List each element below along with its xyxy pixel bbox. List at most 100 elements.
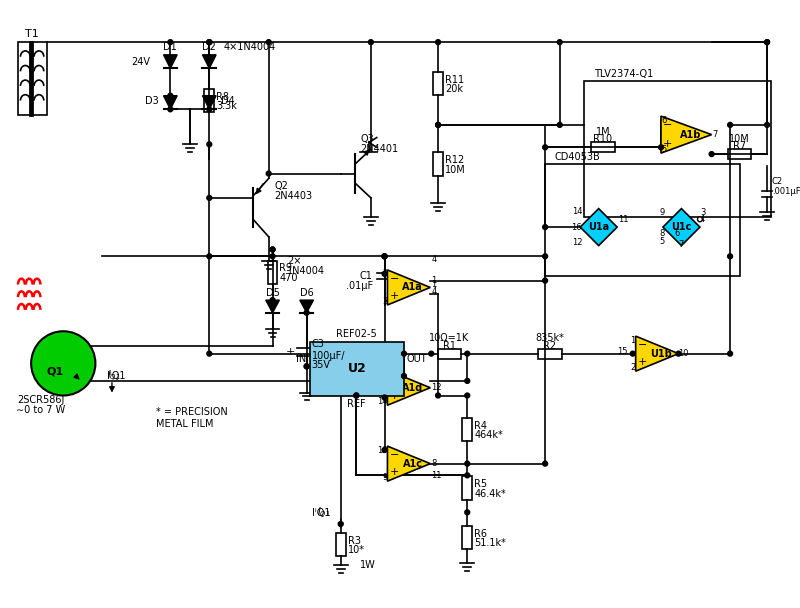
Circle shape (382, 447, 387, 452)
Text: 8: 8 (431, 459, 437, 468)
Text: ∼0 to 7 W: ∼0 to 7 W (16, 405, 66, 415)
Text: 3.3k: 3.3k (216, 102, 237, 111)
Circle shape (354, 393, 358, 398)
Text: D1: D1 (163, 42, 178, 52)
Text: −: − (390, 274, 399, 284)
Text: IⁱQ1: IⁱQ1 (313, 508, 331, 518)
Text: 10*: 10* (347, 545, 365, 555)
Circle shape (304, 364, 309, 368)
Circle shape (436, 40, 441, 44)
Bar (538, 349, 562, 359)
Circle shape (465, 473, 470, 478)
Text: 7: 7 (678, 240, 684, 249)
Text: 2SCR586J: 2SCR586J (17, 395, 65, 406)
Text: +: + (390, 392, 399, 401)
Circle shape (465, 351, 470, 356)
Circle shape (402, 351, 406, 356)
Text: 12: 12 (431, 383, 442, 392)
Circle shape (465, 393, 470, 398)
Text: 10: 10 (377, 446, 387, 455)
Circle shape (765, 122, 770, 127)
Circle shape (270, 298, 275, 303)
Circle shape (542, 278, 547, 283)
Text: 2N4403: 2N4403 (274, 191, 313, 201)
Text: 4: 4 (431, 287, 437, 296)
Text: C2: C2 (772, 177, 783, 186)
Circle shape (436, 122, 441, 127)
Polygon shape (387, 446, 430, 481)
Text: R1: R1 (442, 341, 456, 351)
Polygon shape (202, 95, 216, 109)
Circle shape (266, 40, 271, 44)
Circle shape (207, 40, 212, 44)
Circle shape (676, 351, 681, 356)
Text: Q1: Q1 (47, 366, 64, 376)
Bar (268, 261, 278, 284)
Text: REF: REF (347, 399, 366, 409)
Text: 5: 5 (660, 237, 665, 246)
Text: TLV2374-Q1: TLV2374-Q1 (594, 69, 653, 79)
Circle shape (465, 461, 470, 466)
Circle shape (270, 247, 275, 252)
Text: REF02-5: REF02-5 (336, 329, 377, 339)
Bar (584, 81, 771, 218)
Text: +: + (286, 347, 295, 357)
Bar (462, 526, 472, 549)
Bar (433, 152, 443, 176)
Text: 51.1k*: 51.1k* (474, 539, 506, 548)
Text: IN: IN (296, 354, 306, 364)
Text: A1c: A1c (402, 458, 422, 469)
Text: 2: 2 (382, 269, 387, 278)
Circle shape (542, 225, 547, 230)
Text: R7: R7 (733, 141, 746, 151)
Text: 4: 4 (431, 255, 437, 264)
Text: −: − (390, 450, 399, 460)
Text: CD4053B: CD4053B (555, 152, 601, 162)
Circle shape (709, 151, 714, 156)
Circle shape (728, 122, 733, 127)
Circle shape (304, 364, 309, 368)
Bar (728, 149, 751, 159)
Circle shape (207, 40, 212, 44)
Circle shape (728, 351, 733, 356)
Polygon shape (663, 209, 700, 246)
Text: 11: 11 (618, 215, 629, 224)
Circle shape (436, 393, 441, 398)
Text: C1: C1 (360, 271, 373, 281)
Text: 14: 14 (572, 207, 582, 216)
Text: 14: 14 (377, 397, 387, 406)
Text: +: + (390, 468, 399, 477)
Circle shape (698, 217, 702, 222)
Circle shape (168, 93, 173, 98)
Circle shape (207, 40, 212, 44)
Text: 835k*: 835k* (535, 333, 565, 343)
Polygon shape (387, 370, 430, 406)
Text: 9: 9 (660, 208, 665, 217)
Circle shape (429, 351, 434, 356)
Text: 13: 13 (377, 370, 387, 379)
Circle shape (168, 40, 173, 44)
Text: D4: D4 (221, 95, 234, 106)
Bar (310, 342, 404, 396)
Circle shape (728, 254, 733, 259)
Text: C3: C3 (311, 339, 324, 349)
Circle shape (658, 145, 663, 150)
Circle shape (402, 373, 406, 378)
Text: 1: 1 (431, 276, 437, 285)
Circle shape (382, 395, 387, 400)
Polygon shape (387, 270, 430, 305)
Text: D5: D5 (266, 288, 279, 299)
Circle shape (338, 522, 343, 527)
Text: 9: 9 (382, 473, 387, 482)
Text: U1a: U1a (588, 222, 610, 232)
Circle shape (465, 378, 470, 383)
Text: +: + (663, 139, 673, 149)
Text: U2: U2 (347, 362, 366, 375)
Circle shape (765, 40, 770, 44)
Circle shape (304, 310, 309, 315)
Circle shape (369, 40, 374, 44)
Text: 2×: 2× (287, 256, 302, 266)
Text: 4×1N4004: 4×1N4004 (224, 42, 276, 52)
Polygon shape (202, 55, 216, 69)
Circle shape (542, 145, 547, 150)
